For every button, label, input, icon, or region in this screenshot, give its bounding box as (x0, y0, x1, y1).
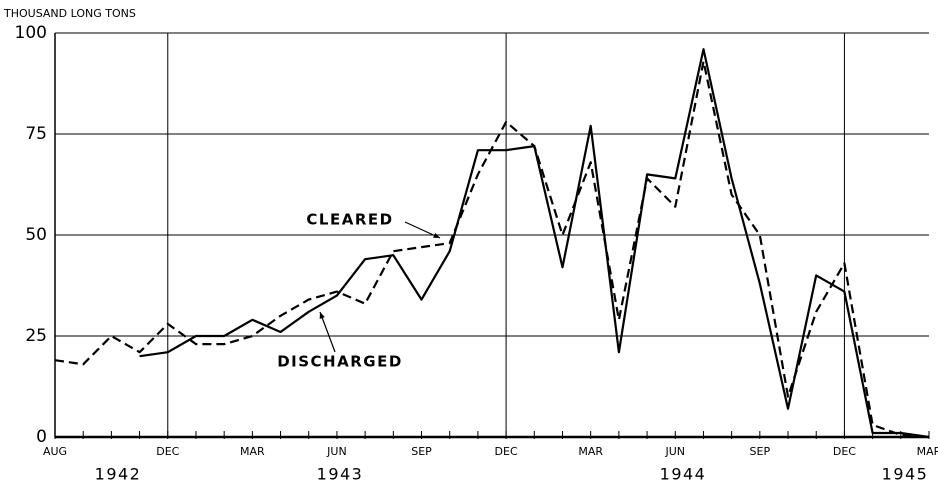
year-label: 1945 (882, 465, 929, 484)
series-line (139, 48, 930, 439)
series-label: CLEARED (306, 211, 393, 229)
series-line (54, 60, 930, 439)
x-tick-label: DEC (495, 445, 518, 458)
x-tick-label: MAR (578, 445, 603, 458)
series-label: DISCHARGED (277, 353, 403, 371)
y-tick-label: 25 (25, 326, 47, 346)
y-tick-label: 100 (15, 23, 47, 43)
x-tick-label: MAR (917, 445, 938, 458)
x-tick-label: DEC (833, 445, 856, 458)
arrow (319, 311, 336, 353)
y-tick-label: 50 (25, 225, 47, 245)
x-tick-label: DEC (156, 445, 179, 458)
x-tick-label: MAR (240, 445, 265, 458)
y-tick-label: 0 (36, 427, 47, 447)
year-label: 1942 (95, 465, 142, 484)
arrow-head (433, 232, 440, 238)
x-tick-label: AUG (43, 445, 67, 458)
year-label: 1944 (660, 465, 707, 484)
x-tick-label: JUN (326, 445, 347, 458)
arrow-head (319, 312, 325, 319)
x-tick-label: JUN (664, 445, 685, 458)
y-tick-label: 75 (25, 124, 47, 144)
x-tick-label: SEP (411, 445, 432, 458)
year-label: 1943 (317, 465, 364, 484)
x-tick-label: SEP (750, 445, 771, 458)
y-axis-label: THOUSAND LONG TONS (3, 7, 136, 20)
